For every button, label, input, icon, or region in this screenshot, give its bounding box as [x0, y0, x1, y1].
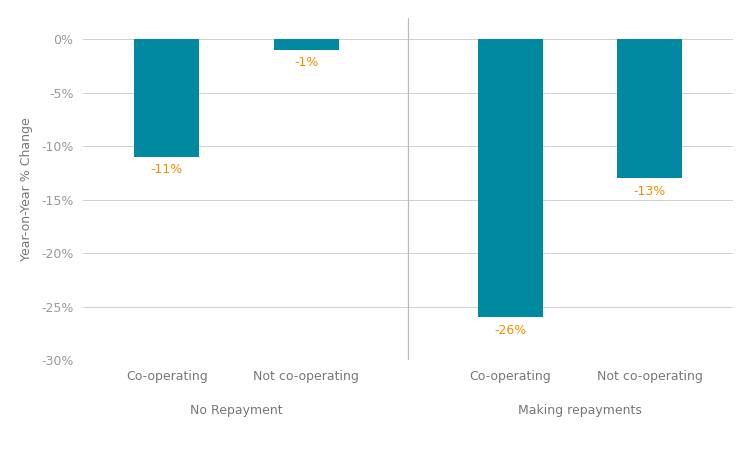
Bar — [617, 40, 682, 178]
Bar — [135, 40, 200, 157]
Text: No Repayment: No Repayment — [190, 405, 283, 418]
Y-axis label: Year-on-Year % Change: Year-on-Year % Change — [20, 117, 33, 261]
Bar — [478, 40, 543, 317]
Text: -1%: -1% — [294, 57, 318, 69]
Text: -26%: -26% — [494, 324, 526, 337]
Bar — [274, 40, 339, 50]
Text: Making repayments: Making repayments — [518, 405, 642, 418]
Text: -13%: -13% — [634, 185, 666, 198]
Text: -11%: -11% — [150, 163, 183, 176]
